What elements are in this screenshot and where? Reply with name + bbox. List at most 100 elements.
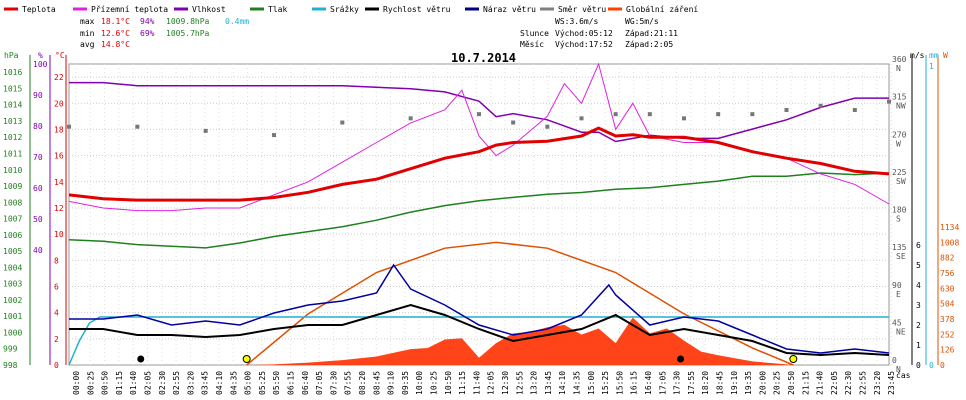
x-tick-label: 22:30 — [844, 371, 853, 395]
x-axis-label: čas — [896, 370, 911, 380]
mm-tick: 0 — [929, 361, 934, 370]
pct-tick: 80 — [33, 122, 43, 131]
x-tick-label: 04:35 — [229, 371, 238, 395]
series-humidity — [69, 81, 889, 143]
direction-tick: 315 — [892, 93, 907, 102]
x-tick-label: 17:55 — [687, 371, 696, 395]
x-tick-label: 16:40 — [644, 371, 653, 395]
x-tick-label: 02:05 — [144, 371, 153, 395]
x-tick-label: 20:50 — [787, 371, 796, 395]
hpa-tick: 1013 — [3, 117, 22, 126]
x-tick-label: 10:50 — [444, 371, 453, 395]
ms-tick: 5 — [916, 261, 921, 270]
x-tick-label: 15:25 — [601, 371, 610, 395]
x-tick-label: 13:20 — [530, 371, 539, 395]
c-tick: 2 — [54, 335, 59, 344]
c-tick: 18 — [54, 125, 64, 134]
wind-direction-point — [135, 124, 140, 129]
direction-tick: 45 — [892, 318, 902, 327]
series-wind-gust — [69, 263, 890, 354]
stats-block: max 18.1°C 94% 1009.8hPa 0.4mm min 12.6°… — [80, 17, 249, 49]
legend-label: Tlak — [268, 5, 287, 14]
direction-tick-label: N — [896, 64, 901, 73]
wind-direction-point — [203, 128, 208, 133]
c-tick: 4 — [54, 309, 59, 318]
x-tick-label: 08:20 — [358, 371, 367, 395]
direction-tick-label: E — [896, 290, 901, 299]
x-tick-label: 12:05 — [487, 371, 496, 395]
header: 10.7.2014 max 18.1°C 94% 1009.8hPa 0.4mm… — [80, 17, 678, 65]
hpa-tick: 1001 — [3, 312, 22, 321]
x-tick-label: 06:15 — [287, 371, 296, 395]
x-tick-label: 09:10 — [387, 371, 396, 395]
hpa-tick: 999 — [3, 345, 18, 354]
x-tick-label: 01:15 — [115, 371, 124, 395]
x-tick-label: 22:55 — [859, 371, 868, 395]
x-tick-label: 17:30 — [673, 371, 682, 395]
direction-tick-label: S — [896, 215, 901, 224]
c-tick: 20 — [54, 99, 64, 108]
w-tick: 882 — [940, 254, 955, 263]
stat-min-label: min — [80, 29, 95, 38]
axes-layer: 1016101510141013101210111010100910081007… — [3, 55, 959, 395]
stat-wind-gust: WG:5m/s — [625, 17, 659, 26]
ms-tick: 4 — [916, 281, 921, 290]
pct-tick: 100 — [33, 60, 48, 69]
x-tick-label: 15:00 — [587, 371, 596, 395]
x-tick-label: 07:30 — [329, 371, 338, 395]
hpa-tick: 1010 — [3, 166, 22, 175]
x-tick-label: 14:35 — [573, 371, 582, 395]
stat-max-temp: 18.1°C — [101, 17, 130, 26]
w-tick: 504 — [940, 300, 955, 309]
x-tick-label: 07:55 — [344, 371, 353, 395]
stat-max-press: 1009.8hPa — [166, 17, 210, 26]
stat-max-rain: 0.4mm — [225, 17, 249, 26]
direction-tick-label: NE — [896, 327, 906, 336]
unit-c: °C — [55, 51, 65, 60]
x-tick-label: 10:25 — [430, 371, 439, 395]
c-tick: 12 — [54, 204, 64, 213]
ms-tick: 6 — [916, 241, 921, 250]
direction-tick-label: W — [896, 139, 901, 148]
radiation-layer — [69, 241, 889, 366]
unit-w: W — [943, 51, 948, 60]
hpa-tick: 1008 — [3, 198, 22, 207]
x-tick-label: 05:25 — [258, 371, 267, 395]
x-tick-label: 12:30 — [501, 371, 510, 395]
ms-tick: 3 — [916, 301, 921, 310]
unit-mm: mm — [929, 51, 939, 60]
legend-label: Rychlost větru — [383, 5, 451, 14]
x-tick-label: 01:40 — [129, 371, 138, 395]
direction-tick-label: NW — [896, 102, 906, 111]
wind-direction-point — [67, 124, 71, 129]
w-tick: 1134 — [940, 223, 959, 232]
pct-tick: 70 — [33, 153, 43, 162]
c-tick: 16 — [54, 152, 64, 161]
direction-tick: 270 — [892, 130, 907, 139]
hpa-tick: 1014 — [3, 101, 22, 110]
wind-direction-point — [613, 112, 618, 117]
moon-label: Měsíc — [520, 40, 544, 49]
ms-tick: 2 — [916, 321, 921, 330]
legend-label: Globální záření — [626, 5, 698, 14]
sunset-marker — [789, 355, 798, 363]
wind-direction-point — [818, 103, 823, 108]
ms-tick: 1 — [916, 341, 921, 350]
x-tick-label: 11:15 — [458, 371, 467, 395]
x-tick-label: 17:05 — [658, 371, 667, 395]
x-tick-label: 16:15 — [630, 371, 639, 395]
unit-ms: m/s — [910, 51, 925, 60]
grid — [68, 63, 892, 366]
x-tick-label: 00:50 — [101, 371, 110, 395]
w-tick: 630 — [940, 284, 955, 293]
direction-tick: 180 — [892, 206, 907, 215]
w-tick: 252 — [940, 330, 955, 339]
hpa-tick: 1011 — [3, 149, 22, 158]
hpa-tick: 1009 — [3, 182, 22, 191]
x-tick-label: 21:40 — [816, 371, 825, 395]
stat-avg-temp: 14.8°C — [101, 40, 130, 49]
wind-direction-point — [511, 120, 516, 125]
c-tick: 0 — [54, 361, 59, 370]
x-tick-label: 21:15 — [801, 371, 810, 395]
x-tick-label: 03:45 — [201, 371, 210, 395]
